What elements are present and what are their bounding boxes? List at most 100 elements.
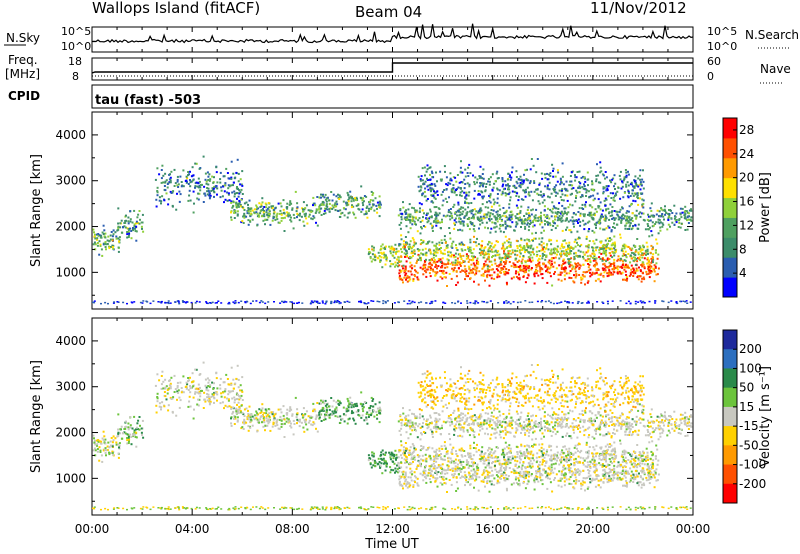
echo-cell [586,270,589,273]
echo-cell [378,406,381,409]
echo-cell [642,245,645,248]
echo-cell [565,250,568,253]
echo-cell [491,250,494,253]
freq-left-label-1: Freq. [8,53,38,67]
echo-cell [635,216,638,219]
echo-cell [476,257,479,260]
echo-cell [474,268,477,271]
echo-cell [587,178,590,181]
echo-cell [565,272,568,275]
echo-cell [215,166,218,169]
echo-cell [434,261,437,264]
echo-cell [643,257,646,260]
echo-cell [170,170,173,173]
echo-cell [118,444,121,447]
echo-cell [276,212,279,215]
echo-cell [241,170,244,173]
echo-cell [450,245,453,248]
echo-cell [213,185,216,188]
echo-cell [472,302,475,304]
echo-cell [425,199,428,202]
echo-cell [272,205,275,208]
echo-cell [546,221,549,224]
echo-cell [208,379,211,382]
echo-cell [453,267,456,269]
echo-cell [519,186,522,189]
echo-cell [436,220,439,223]
echo-cell [399,227,402,230]
echo-cell [601,257,604,259]
echo-cell [458,208,461,211]
echo-cell [591,246,594,249]
echo-cell [593,223,596,226]
echo-cell [497,215,500,217]
echo-cell [494,244,497,247]
echo-cell [573,281,576,284]
echo-cell [187,183,190,185]
echo-cell [409,257,412,260]
echo-cell [457,267,460,270]
echo-cell [165,302,168,304]
echo-cell [460,181,463,183]
echo-cell [573,257,576,260]
echo-cell [227,184,230,187]
echo-cell [509,255,512,258]
echo-cell [316,196,319,198]
echo-cell [496,210,499,213]
echo-cell [581,203,584,206]
echo-cell [245,407,248,410]
echo-cell [645,253,647,256]
echo-cell [303,414,306,417]
echo-cell [292,227,295,230]
echo-cell [372,398,375,401]
echo-cell [498,189,501,192]
echo-cell [599,227,602,230]
echo-cell [116,301,119,303]
echo-cell [499,223,502,226]
echo-cell [585,195,587,197]
echo-cell [580,243,583,246]
echo-cell [505,253,508,256]
echo-cell [346,422,349,425]
echo-cell [517,271,520,274]
echo-cell [392,457,395,460]
echo-cell [501,214,504,217]
echo-cell [407,218,410,221]
echo-cell [482,272,485,275]
echo-cell [310,217,313,220]
echo-cell [310,302,313,304]
echo-cell [158,199,161,202]
echo-cell [570,187,573,190]
echo-cell [576,171,579,173]
echo-cell [499,230,502,233]
echo-cell [98,240,101,243]
echo-cell [613,264,616,267]
echo-cell [230,366,233,369]
echo-cell [249,220,252,223]
echo-cell [473,181,476,183]
echo-cell [621,185,624,188]
echo-cell [676,302,679,305]
echo-cell [520,246,523,249]
echo-cell [542,193,545,196]
echo-cell [454,302,457,305]
echo-cell [298,425,301,428]
echo-cell [582,208,585,210]
echo-cell [657,253,660,256]
echo-cell [455,221,458,224]
echo-cell [227,193,230,196]
echo-cell [452,206,455,208]
echo-cell [123,431,126,434]
echo-cell [482,274,485,277]
echo-cell [595,178,598,181]
echo-cell [594,259,597,262]
echo-cell [405,212,408,215]
echo-cell [294,190,297,193]
echo-cell [550,239,553,242]
echo-cell [455,270,458,273]
echo-cell [599,201,602,204]
echo-cell [299,418,301,421]
echo-cell [403,244,406,247]
echo-cell [394,449,397,452]
echo-cell [591,252,594,255]
